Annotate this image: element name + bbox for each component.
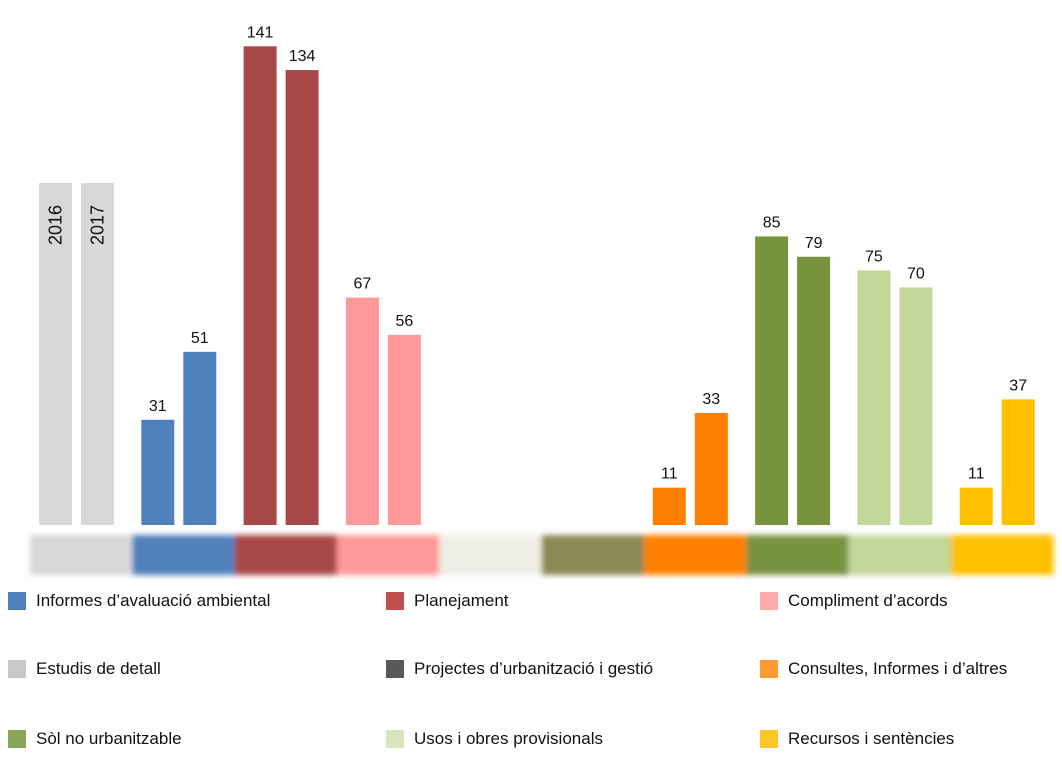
- bar: [285, 70, 319, 525]
- data-label: 31: [149, 398, 167, 415]
- legend-label: Usos i obres provisionals: [414, 729, 603, 748]
- strip-segment: [950, 535, 1054, 575]
- legend-label: Estudis de detall: [36, 659, 161, 678]
- data-label: 79: [805, 235, 823, 252]
- bar: [345, 297, 379, 525]
- bar: [959, 487, 993, 525]
- bar: [899, 287, 933, 525]
- category-color-strip: [30, 535, 1054, 575]
- data-label: 33: [702, 391, 720, 408]
- legend-item: Consultes, Informes i d’altres: [760, 659, 1007, 679]
- legend-label: Compliment d’acords: [788, 591, 948, 610]
- bar: [1001, 399, 1035, 525]
- legend-swatch: [386, 592, 404, 610]
- strip-segment: [848, 535, 952, 575]
- legend-swatch: [8, 660, 26, 678]
- legend-swatch: [386, 660, 404, 678]
- bar: [694, 412, 728, 525]
- legend-label: Consultes, Informes i d’altres: [788, 659, 1008, 678]
- data-label: 11: [661, 466, 678, 483]
- legend-item: Recursos i sentències: [760, 729, 954, 749]
- legend-label: Planejament: [414, 591, 509, 610]
- data-label: 75: [865, 248, 883, 265]
- bar: [141, 419, 175, 525]
- data-label: 51: [191, 330, 209, 347]
- strip-segment: [132, 535, 236, 575]
- bar: [797, 256, 831, 525]
- strip-segment: [643, 535, 747, 575]
- legend-swatch: [760, 730, 778, 748]
- legend-swatch: [760, 660, 778, 678]
- strip-segment: [336, 535, 440, 575]
- year-label-bar: [81, 183, 114, 525]
- legend-label: Informes d’avaluació ambiental: [36, 591, 271, 610]
- bar: [652, 487, 686, 525]
- legend-swatch: [8, 592, 26, 610]
- strip-segment: [234, 535, 338, 575]
- legend-swatch: [8, 730, 26, 748]
- data-label: 56: [396, 313, 414, 330]
- data-label: 70: [907, 265, 925, 282]
- strip-segment: [439, 535, 543, 575]
- bars-group: [141, 46, 1035, 526]
- year-label: 2017: [88, 205, 108, 245]
- strip-segment: [746, 535, 849, 575]
- data-label: 141: [247, 24, 274, 41]
- legend-item: Planejament: [386, 591, 509, 611]
- legend-item: Sòl no urbanitzable: [8, 729, 182, 749]
- data-label: 134: [289, 48, 316, 65]
- legend-label: Recursos i sentències: [788, 729, 955, 748]
- bar: [755, 236, 789, 526]
- bar: [387, 334, 421, 525]
- strip-segment: [541, 535, 645, 575]
- data-label: 11: [968, 466, 985, 483]
- legend-swatch: [760, 592, 778, 610]
- bar: [183, 351, 217, 525]
- data-label: 85: [763, 214, 781, 231]
- data-label: 37: [1009, 377, 1027, 394]
- data-labels-group: 31 51 141 134 67 56 11 33 85 79 75 70 11 37: [149, 24, 1027, 482]
- bar: [243, 46, 277, 526]
- legend-swatch: [386, 730, 404, 748]
- bar: [857, 270, 891, 525]
- legend-item: Usos i obres provisionals: [386, 729, 603, 749]
- legend-item: Compliment d’acords: [760, 591, 948, 611]
- legend-label: Sòl no urbanitzable: [36, 729, 182, 748]
- data-label: 67: [354, 276, 372, 293]
- legend-item: Informes d’avaluació ambiental: [8, 591, 270, 611]
- legend-label: Projectes d’urbanització i gestió: [414, 659, 654, 678]
- year-label-bar: [39, 183, 72, 525]
- year-labels-group: 2016 2017: [39, 183, 114, 525]
- strip-segment: [30, 535, 133, 575]
- legend-item: Projectes d’urbanització i gestió: [386, 659, 653, 679]
- bar-chart: 31 51 141 134 67 56 11 33 85 79 75 70 11 37 2016 2017: [30, 24, 1054, 575]
- legend-item: Estudis de detall: [8, 659, 161, 679]
- year-label: 2016: [46, 205, 66, 245]
